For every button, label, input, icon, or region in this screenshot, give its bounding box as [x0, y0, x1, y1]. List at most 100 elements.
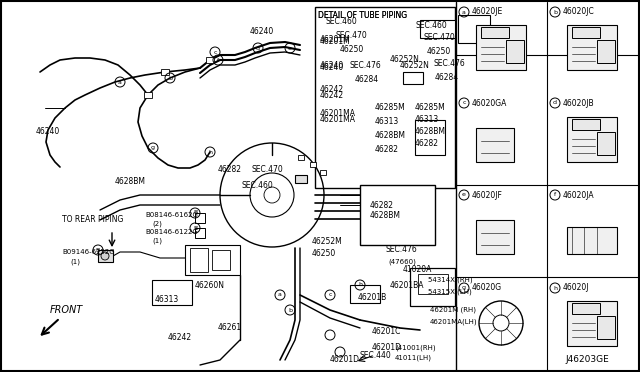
Bar	[190, 248, 208, 272]
Bar	[295, 175, 307, 183]
Text: 46201M: 46201M	[320, 38, 351, 46]
Bar	[597, 316, 614, 339]
Text: 46020GA: 46020GA	[472, 99, 508, 108]
Text: 46020JB: 46020JB	[563, 99, 595, 108]
Text: a: a	[462, 10, 466, 15]
Text: 4628BM: 4628BM	[115, 177, 146, 186]
Bar	[567, 25, 617, 70]
Text: c: c	[328, 292, 332, 298]
Text: 46282: 46282	[218, 166, 242, 174]
Text: a: a	[118, 80, 122, 84]
Text: (1): (1)	[70, 259, 80, 265]
Bar	[206, 57, 214, 63]
Text: h: h	[358, 282, 362, 288]
Text: DETAIL OF TUBE PIPING: DETAIL OF TUBE PIPING	[318, 10, 407, 19]
Bar	[98, 250, 113, 262]
Text: f: f	[217, 58, 219, 62]
Text: SEC.460: SEC.460	[325, 17, 356, 26]
Bar	[350, 285, 380, 303]
Text: h: h	[208, 150, 212, 154]
Text: 46313: 46313	[375, 118, 399, 126]
Text: 46252N: 46252N	[400, 61, 430, 70]
Text: 46201M (RH): 46201M (RH)	[430, 307, 476, 313]
Bar	[567, 301, 617, 346]
Text: 46020JA: 46020JA	[563, 190, 595, 199]
Bar	[572, 303, 600, 314]
Bar	[420, 20, 455, 38]
Bar	[195, 213, 205, 223]
Text: 46284: 46284	[355, 76, 379, 84]
Text: 46282: 46282	[415, 138, 439, 148]
Text: SEC.440: SEC.440	[360, 350, 392, 359]
Text: B08146-6162G: B08146-6162G	[145, 212, 198, 218]
Text: 54315X (LH): 54315X (LH)	[428, 289, 472, 295]
Text: 46201MA(LH): 46201MA(LH)	[430, 319, 477, 325]
Text: DETAIL OF TUBE PIPING: DETAIL OF TUBE PIPING	[318, 10, 407, 19]
Text: SEC.460: SEC.460	[415, 20, 447, 29]
Text: 46240: 46240	[36, 128, 60, 137]
Text: 46020JC: 46020JC	[563, 7, 595, 16]
Bar	[195, 228, 205, 238]
Text: SEC.470: SEC.470	[252, 166, 284, 174]
Bar	[212, 250, 230, 270]
Text: (1): (1)	[152, 238, 162, 244]
Bar	[506, 40, 524, 63]
Bar	[144, 92, 152, 98]
Text: (47660): (47660)	[388, 259, 416, 265]
Text: SEC.476: SEC.476	[433, 58, 465, 67]
Text: SEC.460: SEC.460	[242, 180, 274, 189]
Bar	[476, 25, 526, 70]
Text: B: B	[193, 211, 197, 215]
Text: 46020JF: 46020JF	[472, 190, 503, 199]
Text: 46201BA: 46201BA	[390, 280, 424, 289]
Bar	[298, 155, 304, 160]
Text: 46201MA: 46201MA	[320, 115, 356, 125]
Text: b: b	[288, 308, 292, 312]
Text: g: g	[462, 285, 466, 291]
Text: SEC.470: SEC.470	[335, 31, 367, 39]
Text: a: a	[278, 292, 282, 298]
Text: 46201D: 46201D	[330, 356, 360, 365]
Text: 46250: 46250	[427, 46, 451, 55]
Text: e: e	[462, 192, 466, 198]
Text: 46284: 46284	[435, 73, 459, 81]
Bar	[476, 220, 513, 253]
Text: g: g	[151, 145, 155, 151]
Text: c: c	[462, 100, 466, 106]
Bar	[572, 119, 600, 130]
Circle shape	[101, 252, 109, 260]
Text: 4628BM: 4628BM	[415, 126, 446, 135]
Bar	[567, 116, 617, 161]
Text: B: B	[96, 247, 100, 253]
Text: SEC.470: SEC.470	[423, 32, 455, 42]
Text: f: f	[554, 192, 556, 198]
Text: e: e	[288, 45, 292, 51]
Text: 46282: 46282	[370, 201, 394, 209]
Bar	[315, 7, 455, 188]
Bar	[418, 274, 448, 294]
Text: 46313: 46313	[415, 115, 439, 124]
Text: J46203GE: J46203GE	[565, 356, 609, 365]
Text: SEC.476: SEC.476	[350, 61, 381, 70]
Text: B: B	[193, 225, 197, 231]
Text: 41011(LH): 41011(LH)	[395, 355, 432, 361]
Bar	[320, 170, 326, 175]
Text: 46242: 46242	[320, 90, 344, 99]
Text: h: h	[553, 285, 557, 291]
Text: 41020A: 41020A	[403, 266, 433, 275]
Text: (41001(RH): (41001(RH)	[395, 345, 436, 351]
Bar	[403, 72, 423, 84]
Text: 46242: 46242	[320, 84, 344, 93]
Text: d: d	[553, 100, 557, 106]
Text: 46240: 46240	[250, 28, 275, 36]
Bar	[476, 128, 513, 161]
Text: b: b	[553, 10, 557, 15]
Bar	[567, 227, 617, 253]
Text: 46020G: 46020G	[472, 283, 502, 292]
Text: 46020JE: 46020JE	[472, 7, 503, 16]
Text: 46285M: 46285M	[375, 103, 406, 112]
Text: 46260N: 46260N	[195, 280, 225, 289]
Text: 54314X (RH): 54314X (RH)	[428, 277, 472, 283]
Bar	[481, 27, 509, 38]
Text: 46201B: 46201B	[358, 294, 387, 302]
